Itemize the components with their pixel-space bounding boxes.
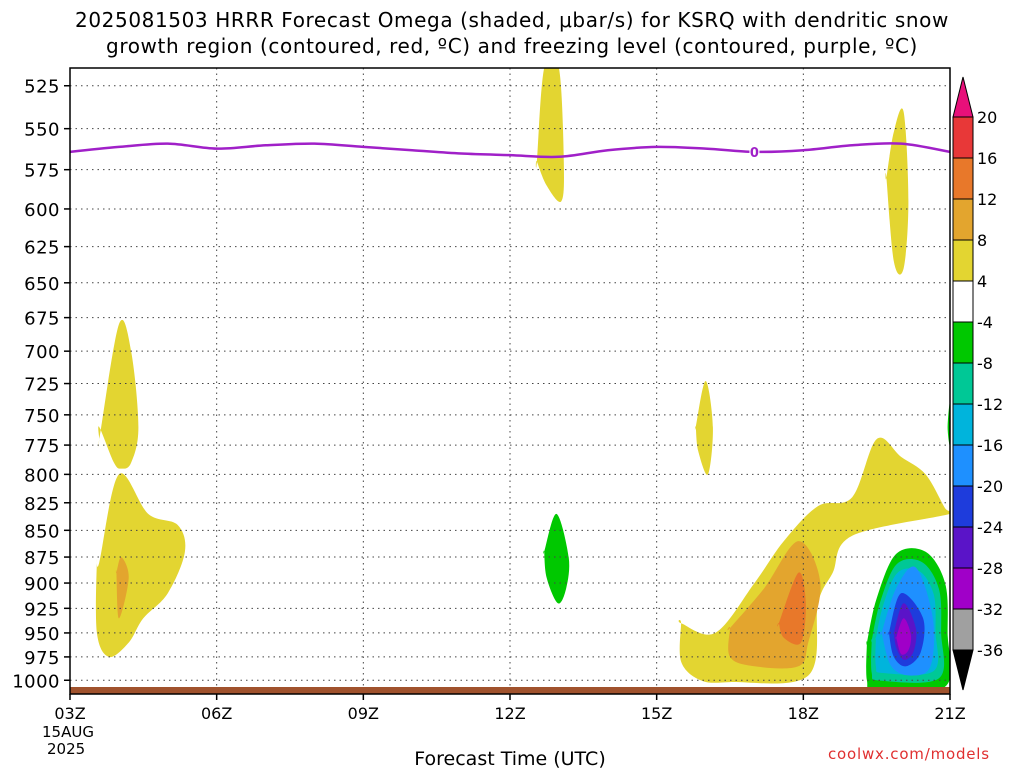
y-tick-label: 875	[24, 548, 60, 569]
colorbar-box	[952, 116, 974, 159]
y-tick-label: 800	[24, 465, 60, 486]
chart-title-line-1: 2025081503 HRRR Forecast Omega (shaded, …	[75, 8, 949, 32]
y-tick-label: 625	[24, 238, 60, 259]
chart-title-line-2: growth region (contoured, red, ºC) and f…	[106, 34, 918, 58]
x-date-label-day: 15AUG	[42, 723, 94, 741]
omega-region-5	[694, 381, 713, 475]
y-tick-label: 925	[24, 599, 60, 620]
colorbar-label: -32	[977, 600, 1003, 619]
y-tick-label: 750	[24, 406, 60, 427]
colorbar-label: -28	[977, 559, 1003, 578]
colorbar-box	[952, 157, 974, 200]
omega-region-9	[543, 513, 570, 604]
colorbar-box	[952, 403, 974, 446]
colorbar-label: -8	[977, 354, 993, 373]
colorbar-box	[952, 485, 974, 528]
colorbar-label: 12	[977, 190, 997, 209]
y-tick-label: 700	[24, 342, 60, 363]
colorbar-bottom-arrow	[952, 649, 974, 691]
colorbar-box	[952, 198, 974, 241]
y-tick-label: 825	[24, 494, 60, 515]
x-tick-label: 18Z	[788, 704, 819, 723]
y-tick-label: 600	[24, 200, 60, 221]
y-tick-label: 950	[24, 624, 60, 645]
y-tick-label: 650	[24, 274, 60, 295]
colorbar-label: -4	[977, 313, 993, 332]
x-tick-label: 09Z	[348, 704, 379, 723]
omega-region-0	[97, 319, 139, 469]
y-tick-label: 575	[24, 161, 60, 182]
x-tick-label: 21Z	[934, 704, 965, 723]
freezing-level-line	[69, 141, 951, 159]
y-tick-label: 675	[24, 309, 60, 330]
grid-lines	[69, 68, 951, 694]
y-tick-label: 550	[24, 120, 60, 141]
shaded-regions	[95, 68, 950, 693]
y-tick-label: 1000	[12, 671, 60, 692]
colorbar-box	[952, 567, 974, 610]
y-tick-label: 525	[24, 77, 60, 98]
colorbar-label: -36	[977, 641, 1003, 660]
colorbar-label: 20	[977, 108, 997, 127]
omega-shading-layer	[95, 68, 950, 693]
y-tick-label: 775	[24, 436, 60, 457]
omega-region-1	[95, 473, 186, 658]
colorbar-label: -16	[977, 436, 1003, 455]
y-tick-label: 900	[24, 574, 60, 595]
colorbar-label: -20	[977, 477, 1003, 496]
omega-region-2	[115, 557, 129, 619]
colorbar-box	[952, 362, 974, 405]
colorbar-label: 16	[977, 149, 997, 168]
colorbar-label: -24	[977, 518, 1003, 537]
x-tick-label: 03Z	[54, 704, 85, 723]
x-date-label-year: 2025	[47, 740, 85, 758]
colorbar-box	[952, 280, 974, 323]
colorbar-box	[952, 239, 974, 282]
freezing-label-bg	[749, 144, 760, 159]
y-tick-label: 725	[24, 375, 60, 396]
y-tick-label: 850	[24, 521, 60, 542]
omega-region-15	[895, 618, 912, 655]
watermark-link[interactable]: coolwx.com/models	[828, 745, 990, 763]
x-tick-label: 15Z	[641, 704, 672, 723]
omega-region-3	[535, 68, 564, 202]
freezing-level-label: 0	[750, 146, 759, 161]
colorbar-box	[952, 321, 974, 364]
colorbar-box	[952, 444, 974, 487]
x-tick-label: 06Z	[201, 704, 232, 723]
y-tick-label: 975	[24, 648, 60, 669]
colorbar: 20 16 12 8 4 -4 -8 -12 -16 -20 -24 -28 -32 -36	[952, 76, 1003, 691]
colorbar-label: -12	[977, 395, 1003, 414]
colorbar-box	[952, 526, 974, 569]
omega-region-4	[885, 108, 909, 275]
axis-ticks: 525 550 575 600 625 650 675 700 725 750 775 800 825 8…	[12, 77, 966, 758]
x-axis-label: Forecast Time (UTC)	[414, 748, 605, 768]
freezing-level-layer: 0	[69, 141, 951, 161]
colorbar-box	[952, 608, 974, 651]
colorbar-label: 8	[977, 231, 987, 250]
colorbar-top-arrow	[952, 76, 974, 118]
terrain-band	[70, 687, 950, 694]
x-tick-label: 12Z	[494, 704, 525, 723]
colorbar-label: 4	[977, 272, 987, 291]
